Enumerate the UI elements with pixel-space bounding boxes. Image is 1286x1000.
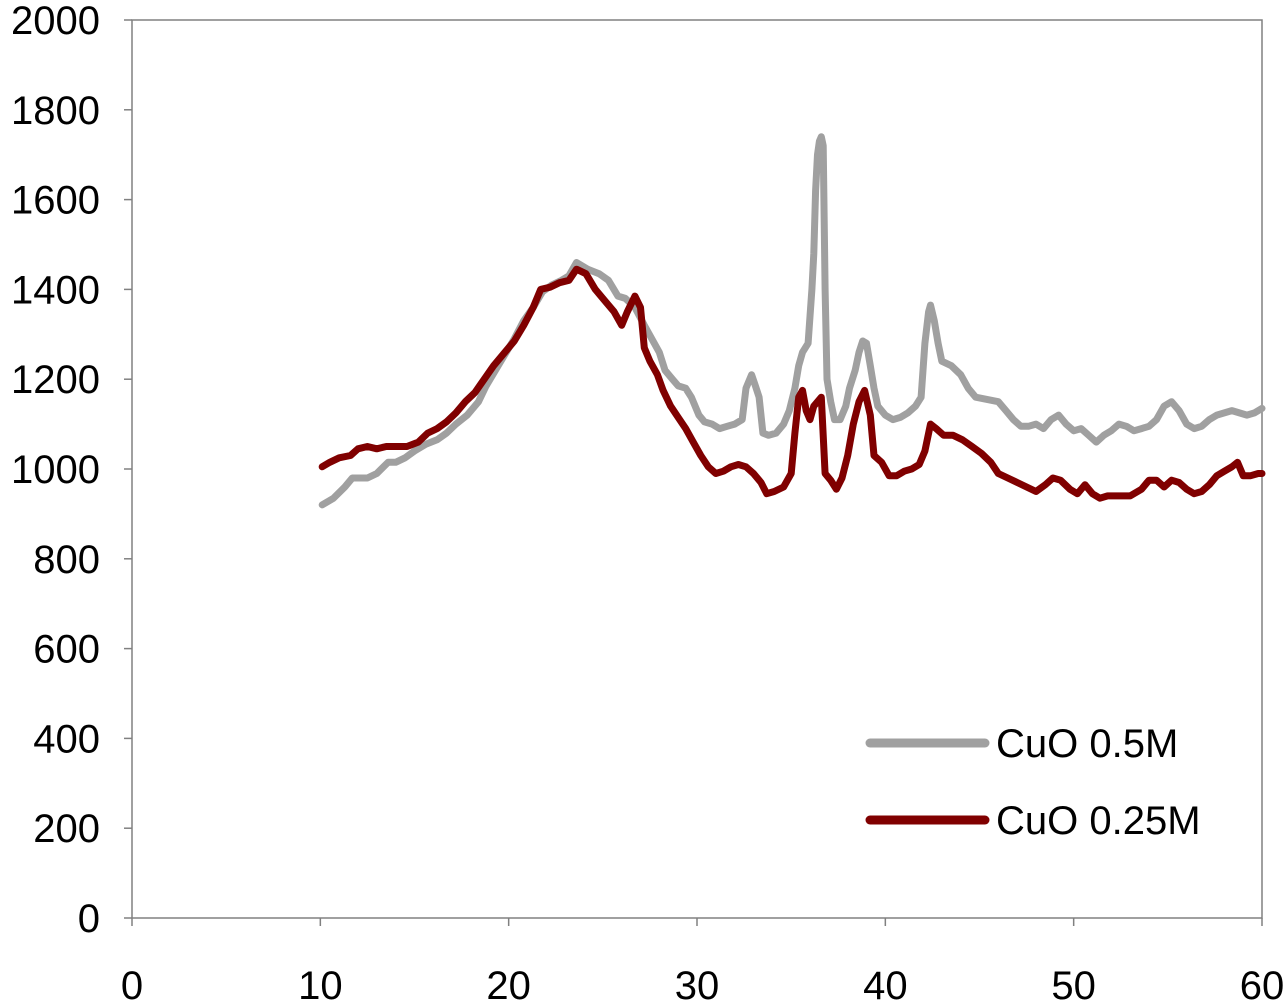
y-tick-label: 600 <box>33 628 100 672</box>
x-tick-label: 40 <box>863 964 908 1000</box>
legend-label: CuO 0.5M <box>996 722 1178 766</box>
y-tick-label: 1000 <box>11 448 100 492</box>
y-tick-label: 1400 <box>11 268 100 312</box>
x-tick-label: 50 <box>1051 964 1096 1000</box>
y-tick-label: 200 <box>33 807 100 851</box>
y-tick-label: 0 <box>78 897 100 941</box>
x-tick-label: 60 <box>1240 964 1285 1000</box>
axis-layer: 0 10 20 30 40 50 60020040060080010001200140016… <box>11 0 1284 1000</box>
y-tick-label: 1200 <box>11 358 100 402</box>
legend-label: CuO 0.25M <box>996 799 1201 843</box>
series-line-cuo-0-25m <box>318 265 1266 502</box>
y-tick-label: 1800 <box>11 89 100 133</box>
y-tick-label: 800 <box>33 538 100 582</box>
y-tick-label: 400 <box>33 717 100 761</box>
plot-area <box>131 19 1263 919</box>
y-tick-label: 2000 <box>11 0 100 43</box>
x-tick-label: 10 <box>298 964 343 1000</box>
series-layer <box>318 133 1266 509</box>
y-tick-label: 1600 <box>11 179 100 223</box>
legend: CuO 0.5M CuO 0.25M <box>865 722 1201 843</box>
x-tick-label: 30 <box>675 964 720 1000</box>
x-tick-label: 20 <box>486 964 531 1000</box>
x-tick-label: 0 <box>121 964 143 1000</box>
